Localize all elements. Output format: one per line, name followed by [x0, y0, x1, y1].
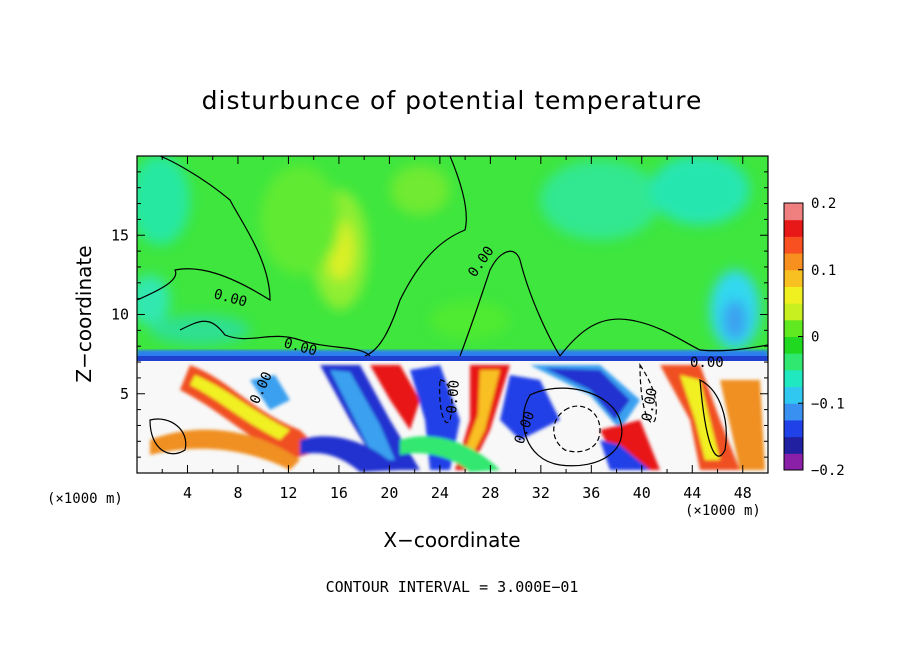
- contour-label: 0.00: [639, 387, 661, 423]
- x-tick-label: 40: [633, 484, 651, 502]
- contour-label: 0.00: [690, 355, 724, 371]
- x-tick-label: 44: [683, 484, 701, 502]
- colorbar-swatch: [784, 453, 803, 471]
- x-tick-label: 36: [582, 484, 600, 502]
- colorbar-swatch: [784, 236, 803, 254]
- colorbar-tick-label: 0: [811, 330, 819, 346]
- colorbar-tick-label: 0.2: [811, 196, 836, 212]
- x-tick-label: 16: [330, 484, 348, 502]
- colorbar-swatch: [784, 353, 803, 371]
- colorbar-swatch: [784, 203, 803, 221]
- colorbar-swatch: [784, 403, 803, 421]
- x-tick-label: 24: [431, 484, 449, 502]
- y-tick-label: 15: [111, 226, 129, 244]
- x-tick-label: 12: [279, 484, 297, 502]
- contour-interval-note: CONTOUR INTERVAL = 3.000E−01: [325, 578, 579, 596]
- colorbar-swatch: [784, 253, 803, 271]
- colorbar-swatch: [784, 369, 803, 388]
- colorbar: 0.2 0.1 0 −0.1 −0.2: [783, 196, 845, 479]
- colorbar-swatch: [784, 219, 803, 237]
- x-tick-label: 28: [481, 484, 499, 502]
- heatmap-field: [137, 156, 768, 473]
- chart-title: disturbunce of potential temperature: [201, 86, 703, 115]
- colorbar-tick-label: −0.1: [811, 396, 845, 412]
- colorbar-tick-label: 0.1: [811, 263, 836, 279]
- colorbar-swatch: [784, 386, 803, 404]
- x-tick-label: 4: [183, 484, 192, 502]
- colorbar-swatch: [784, 303, 803, 321]
- colorbar-swatch: [784, 419, 803, 438]
- x-tick-label: 20: [380, 484, 398, 502]
- y-tick-label: 5: [120, 385, 129, 403]
- x-axis-label: X−coordinate: [383, 528, 521, 552]
- x-tick-label: 48: [734, 484, 752, 502]
- colorbar-tick-label: −0.2: [811, 463, 845, 479]
- y-tick-label: 10: [111, 306, 129, 324]
- contour-lines: [137, 156, 768, 467]
- colorbar-swatch: [784, 436, 803, 454]
- x-unit-label-right: (×1000 m): [685, 503, 761, 519]
- contour-label: 0.00: [444, 379, 463, 414]
- colorbar-swatch: [784, 336, 803, 354]
- x-tick-label: 8: [233, 484, 242, 502]
- colorbar-swatch: [784, 319, 803, 337]
- x-tick-label: 32: [532, 484, 550, 502]
- colorbar-swatch: [784, 269, 803, 287]
- y-axis-label: Z−coordinate: [72, 245, 96, 383]
- x-unit-label-left: (×1000 m): [47, 491, 123, 507]
- colorbar-swatch: [784, 286, 803, 304]
